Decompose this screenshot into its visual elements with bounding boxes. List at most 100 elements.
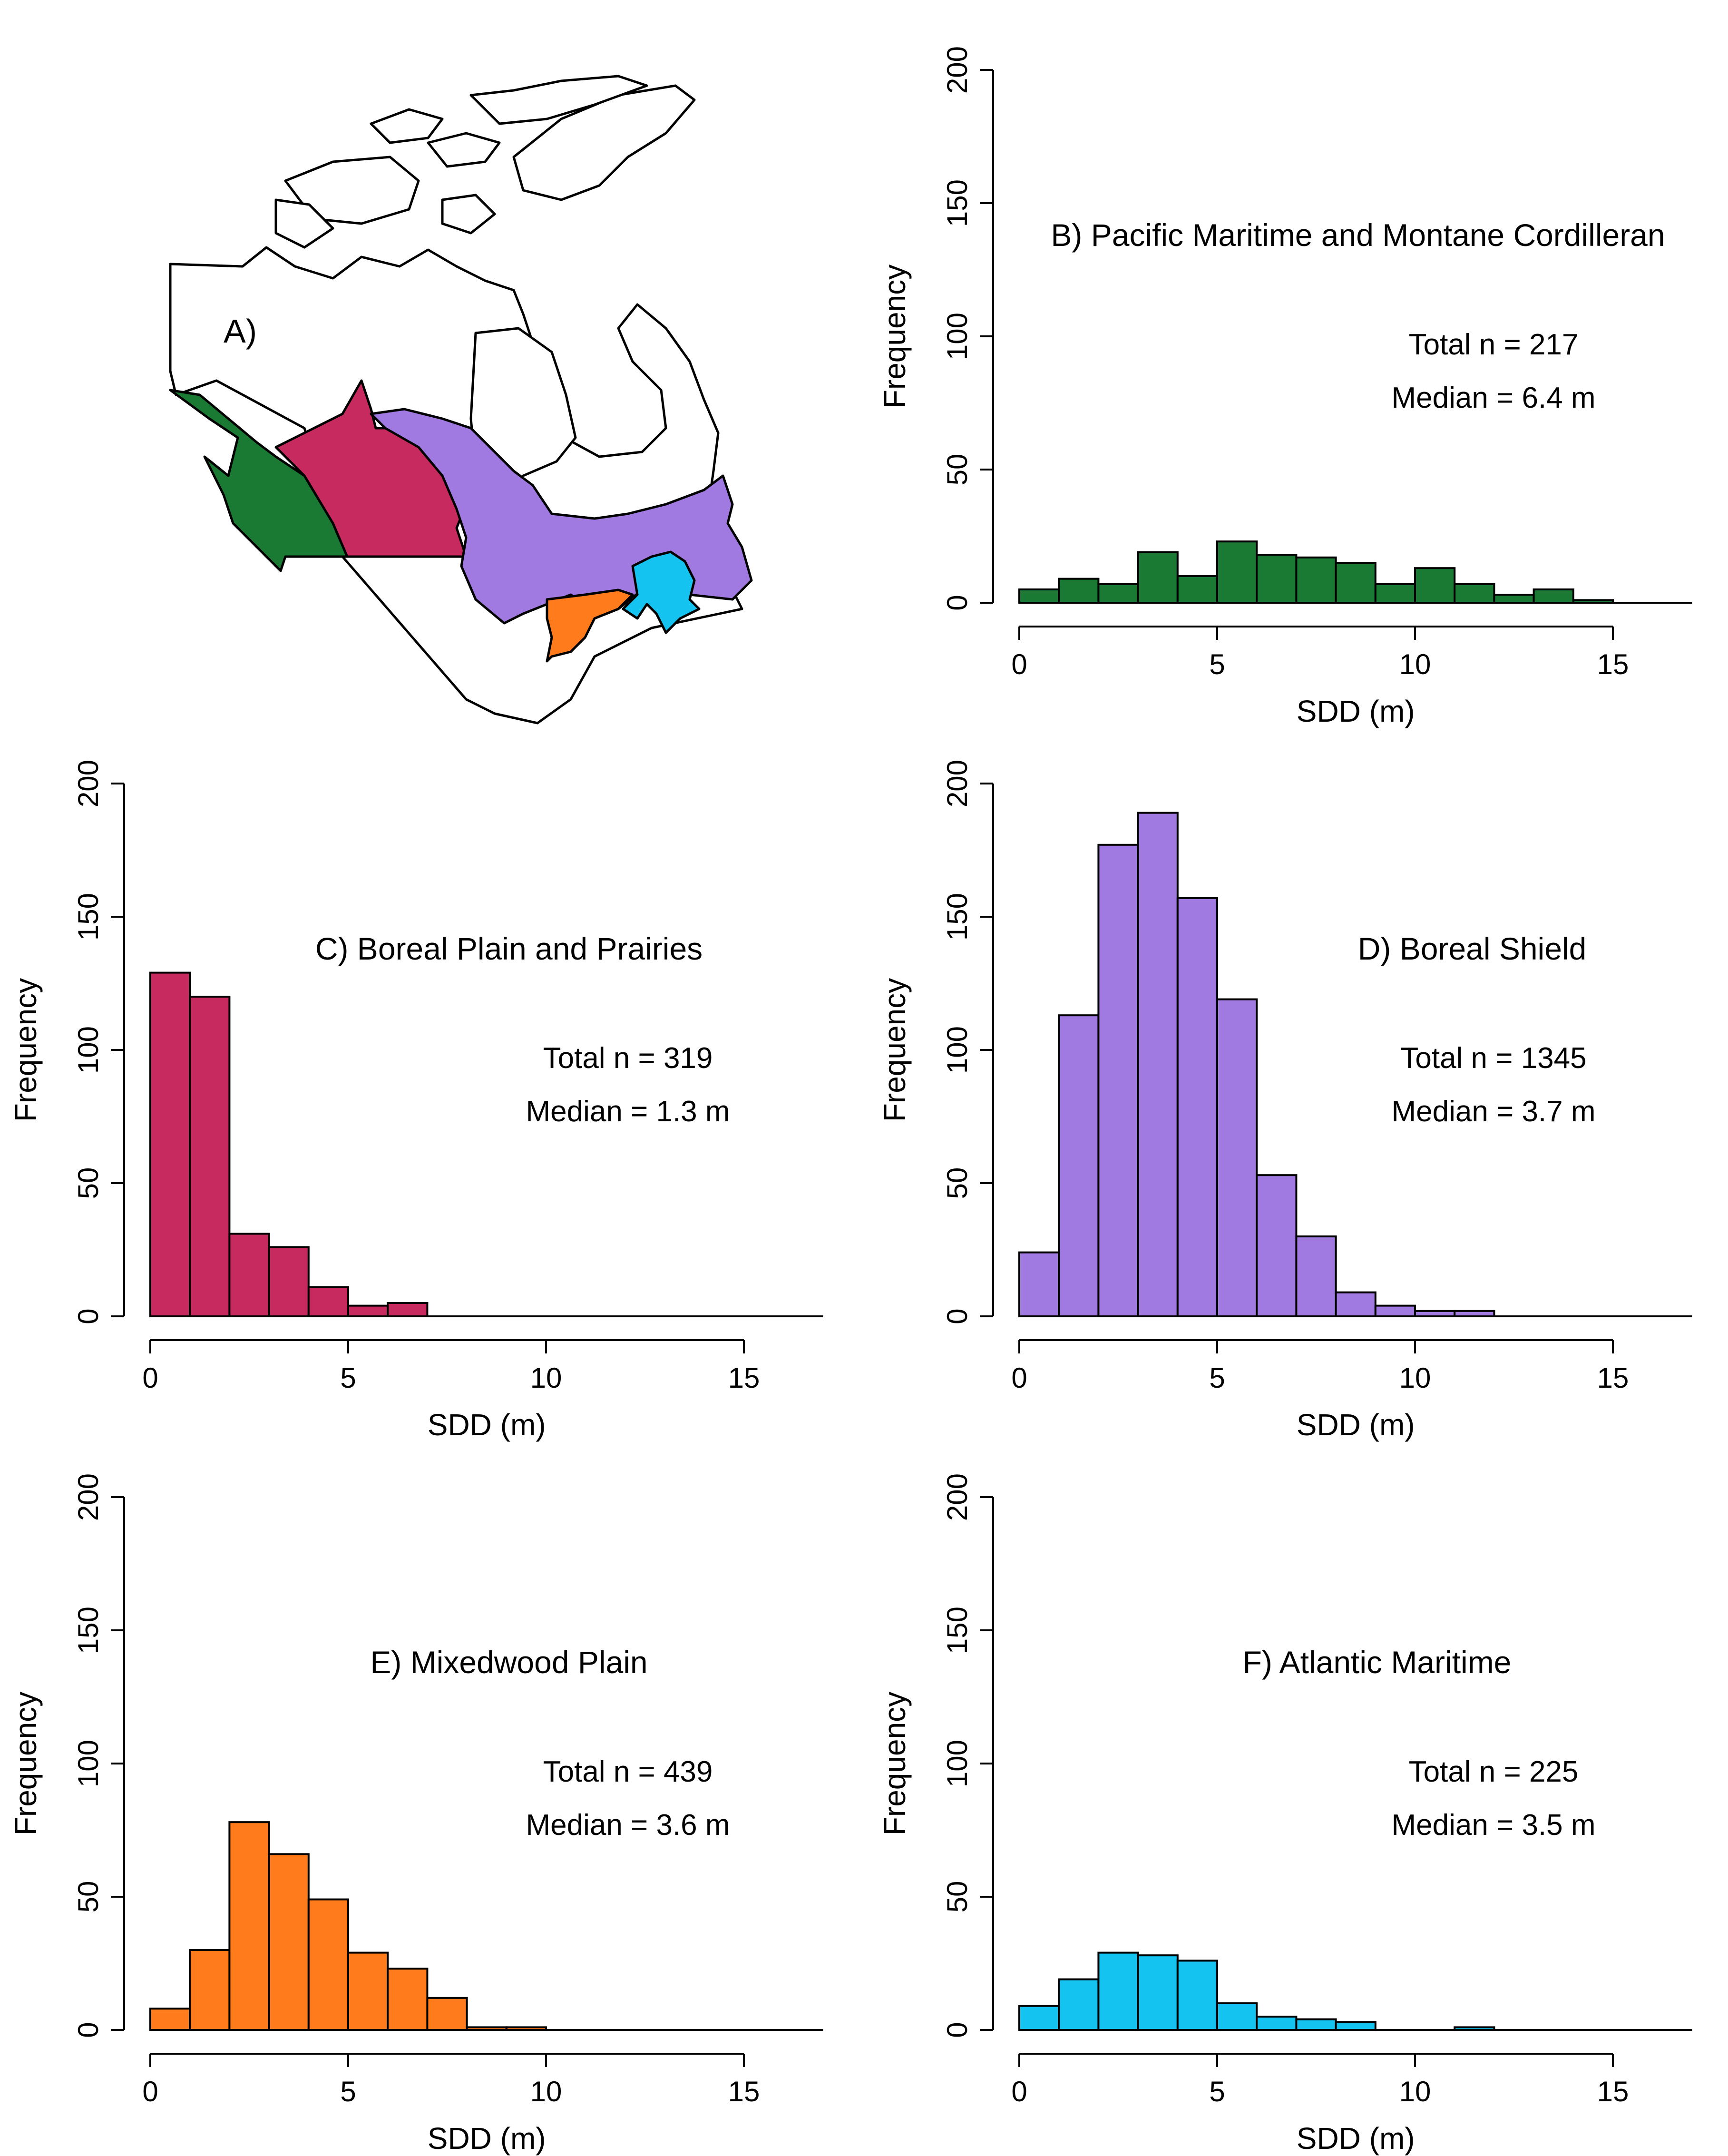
- histogram-bar: [1216, 2002, 1258, 2031]
- histogram-bar: [1216, 998, 1258, 1318]
- histogram-bar: [387, 1968, 429, 2031]
- histogram-bar: [189, 996, 231, 1317]
- histogram-bar: [1216, 540, 1258, 604]
- histogram-bar: [1533, 588, 1574, 604]
- y-tick-label: 50: [72, 1167, 104, 1199]
- ecozone-mixedwood-plain: [546, 588, 634, 663]
- arctic-island-southampton: [441, 194, 496, 235]
- y-tick-label: 200: [72, 1473, 104, 1521]
- y-tick-label: 0: [941, 595, 973, 610]
- y-tick-label: 0: [941, 1308, 973, 1324]
- y-tick-label: 200: [941, 1473, 973, 1521]
- total-n-label: Total n = 217: [1409, 328, 1579, 361]
- histogram-bar: [1018, 2005, 1060, 2031]
- histogram-bar: [149, 971, 191, 1317]
- median-label: Median = 3.7 m: [1391, 1095, 1595, 1128]
- median-label: Median = 3.5 m: [1391, 1809, 1595, 1842]
- histogram-bar: [1137, 1954, 1179, 2031]
- y-tick-label: 100: [941, 313, 973, 360]
- ecozone-atlantic-maritime: [622, 550, 701, 634]
- y-tick-label: 0: [72, 2022, 104, 2038]
- panel-title: C) Boreal Plain and Prairies: [315, 931, 703, 966]
- x-axis-label: SDD (m): [1297, 2121, 1415, 2156]
- y-tick-label: 0: [72, 1308, 104, 1324]
- histogram-bar: [1374, 1304, 1416, 1318]
- histogram-bar: [1335, 562, 1377, 604]
- histogram-bar: [268, 1246, 310, 1317]
- total-n-label: Total n = 439: [543, 1755, 713, 1788]
- histogram-bar: [1097, 583, 1139, 604]
- y-tick-label: 100: [72, 1740, 104, 1787]
- histogram-bar: [307, 1286, 349, 1317]
- histogram-bar: [1058, 1978, 1100, 2031]
- y-tick-label: 150: [941, 893, 973, 941]
- panel-title: E) Mixedwood Plain: [370, 1645, 647, 1680]
- histogram-bar: [1454, 583, 1495, 604]
- histogram-bar: [228, 1233, 270, 1317]
- panel-title: F) Atlantic Maritime: [1243, 1645, 1512, 1680]
- x-tick-label: 10: [530, 2076, 562, 2107]
- histogram-bar: [1018, 588, 1060, 604]
- histogram-bar: [1335, 2021, 1377, 2031]
- y-axis-label: Frequency: [878, 978, 912, 1122]
- total-n-label: Total n = 319: [543, 1042, 713, 1075]
- histogram-bar: [1335, 1291, 1377, 1318]
- x-axis-label: SDD (m): [428, 2121, 546, 2156]
- x-tick-label: 10: [1399, 2076, 1431, 2107]
- histogram-bar: [1176, 897, 1219, 1318]
- x-tick-label: 10: [530, 1362, 562, 1394]
- median-label: Median = 3.6 m: [526, 1809, 730, 1842]
- panel-title: D) Boreal Shield: [1358, 931, 1587, 966]
- x-tick-label: 0: [142, 2076, 158, 2107]
- histogram-bar: [1493, 594, 1535, 604]
- histogram-bar: [466, 2026, 508, 2031]
- ecozone-pacific-maritime-montane: [169, 389, 349, 572]
- x-tick-label: 5: [1209, 648, 1225, 680]
- histogram-bar: [1414, 1310, 1456, 1318]
- histogram-bar: [387, 1302, 429, 1317]
- y-tick-label: 150: [941, 1607, 973, 1654]
- histogram-bar: [1454, 2026, 1495, 2031]
- histogram-bar: [1295, 1235, 1337, 1317]
- y-tick-label: 50: [941, 1881, 973, 1913]
- x-tick-label: 5: [340, 2076, 356, 2107]
- arctic-island-banks: [274, 198, 334, 249]
- y-tick-label: 100: [941, 1026, 973, 1074]
- y-axis-label: Frequency: [9, 978, 43, 1122]
- histogram-bar: [1176, 1960, 1219, 2031]
- x-tick-label: 5: [340, 1362, 356, 1394]
- y-tick-label: 150: [72, 893, 104, 941]
- histogram-bar: [1018, 1251, 1060, 1318]
- y-axis-label: Frequency: [878, 1692, 912, 1835]
- y-tick-label: 200: [941, 760, 973, 807]
- x-axis-label: SDD (m): [1297, 1408, 1415, 1442]
- histogram-bar: [1137, 812, 1179, 1317]
- histogram-bar: [1414, 567, 1456, 604]
- x-tick-label: 0: [1011, 1362, 1027, 1394]
- x-tick-label: 15: [1597, 1362, 1629, 1394]
- x-tick-label: 15: [1597, 648, 1629, 680]
- histogram-bar: [1454, 1310, 1495, 1318]
- histogram-bar: [1058, 1014, 1100, 1317]
- y-tick-label: 50: [941, 454, 973, 486]
- histogram-bar: [1295, 2018, 1337, 2031]
- histogram-bar: [505, 2026, 547, 2031]
- y-axis-label: Frequency: [878, 265, 912, 408]
- y-tick-label: 50: [941, 1167, 973, 1199]
- histogram-bar: [228, 1821, 270, 2031]
- histogram-bar: [1176, 575, 1219, 604]
- histogram-bar: [1256, 2016, 1298, 2031]
- x-tick-label: 0: [1011, 2076, 1027, 2107]
- y-tick-label: 200: [941, 46, 973, 94]
- median-label: Median = 6.4 m: [1391, 382, 1595, 414]
- y-tick-label: 100: [941, 1740, 973, 1787]
- x-tick-label: 10: [1399, 1362, 1431, 1394]
- x-tick-label: 0: [142, 1362, 158, 1394]
- x-axis-label: SDD (m): [1297, 694, 1415, 728]
- x-tick-label: 10: [1399, 648, 1431, 680]
